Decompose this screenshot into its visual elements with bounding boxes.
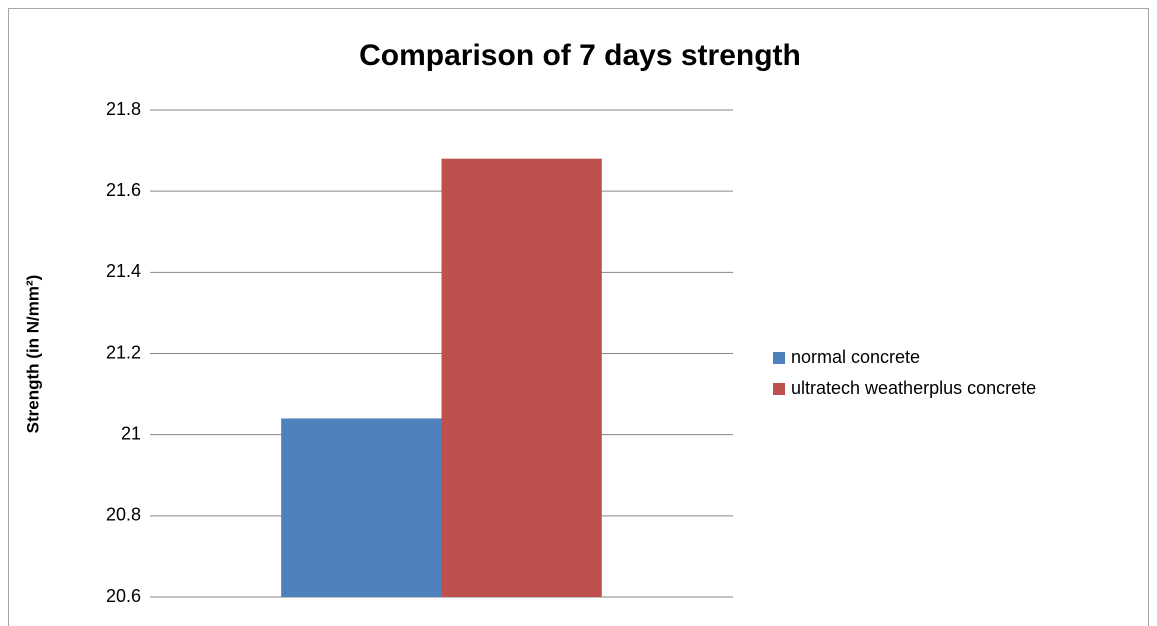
legend-swatch (773, 383, 785, 395)
bar (441, 158, 602, 597)
y-tick-label: 21.2 (106, 342, 141, 362)
y-tick-label: 20.6 (106, 586, 141, 606)
y-axis-label: Strength (in N/mm²) (23, 275, 42, 434)
legend-label: normal concrete (791, 347, 920, 367)
y-tick-label: 21 (121, 423, 141, 443)
legend-swatch (773, 352, 785, 364)
y-tick-label: 21.4 (106, 261, 141, 281)
legend-label: ultratech weatherplus concrete (791, 378, 1036, 398)
chart-title: Comparison of 7 days strength (359, 39, 801, 72)
y-tick-label: 21.6 (106, 180, 141, 200)
y-tick-label: 21.8 (106, 99, 141, 119)
y-tick-label: 20.8 (106, 505, 141, 525)
bar (281, 418, 442, 597)
